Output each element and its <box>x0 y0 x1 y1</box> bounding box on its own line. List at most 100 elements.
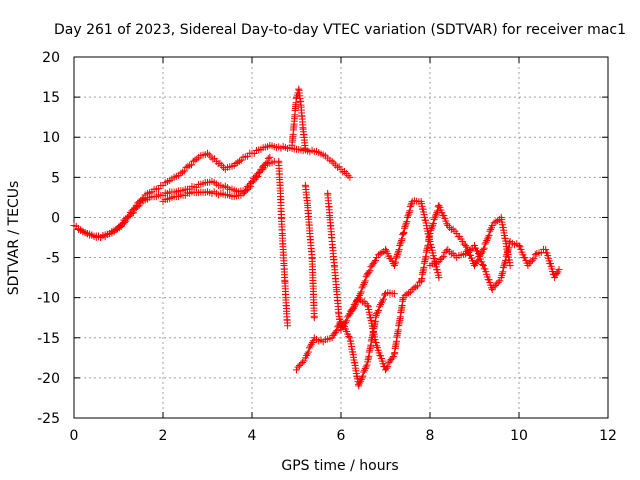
data-point-evening-rise-a <box>370 258 378 266</box>
data-point-night-band <box>505 243 513 251</box>
x-tick-labels: 0 2 4 6 8 10 12 <box>70 428 617 444</box>
data-point-evening-rise-b <box>408 286 416 294</box>
data-point-evening-rise-b <box>349 305 357 313</box>
data-point-evening-rise-a <box>403 218 411 226</box>
data-point-evening-rise-b <box>410 284 418 292</box>
data-point-night-band <box>479 262 487 270</box>
data-point-night-band <box>525 259 533 267</box>
data-point-evening-low <box>356 377 364 385</box>
data-point-evening-rise-b <box>434 207 442 215</box>
data-point-night-band <box>478 261 486 269</box>
data-point-track-a <box>346 173 354 181</box>
y-tick-label: -15 <box>37 331 60 347</box>
data-points <box>70 85 563 390</box>
data-point-night-band <box>438 254 446 262</box>
data-point-evening-rise-b <box>462 242 470 250</box>
data-point-evening-low <box>333 327 341 335</box>
data-point-evening-low <box>390 290 398 298</box>
data-point-evening-low <box>375 306 383 314</box>
data-point-track-c <box>249 174 257 182</box>
data-point-night-band <box>436 256 444 264</box>
data-point-night-band <box>501 260 509 268</box>
data-point-evening-low <box>378 299 386 307</box>
data-point-evening-rise-b <box>341 318 349 326</box>
data-point-evening-rise-a <box>371 257 379 265</box>
data-point-evening-rise-b <box>401 291 409 299</box>
data-point-evening-rise-b <box>429 221 437 229</box>
data-point-evening-low <box>295 362 303 370</box>
data-point-track-a <box>182 163 190 171</box>
data-point-track-c <box>251 173 259 181</box>
data-point-evening-rise-a <box>402 219 410 227</box>
data-point-evening-rise-a <box>359 282 367 290</box>
data-point-evening-low <box>297 360 305 368</box>
data-point-evening-rise-b <box>429 220 437 228</box>
data-point-track-b <box>128 209 136 217</box>
data-point-evening-rise-a <box>395 247 403 255</box>
data-point-evening-rise-a <box>378 249 386 257</box>
data-point-track-b <box>114 225 122 233</box>
data-point-evening-rise-a <box>403 213 411 221</box>
data-point-evening-low <box>305 344 313 352</box>
data-point-evening-rise-a <box>398 235 406 243</box>
data-point-evening-rise-a <box>362 273 370 281</box>
data-point-night-band <box>527 258 535 266</box>
data-point-evening-rise-a <box>366 267 374 275</box>
data-point-track-b <box>115 224 123 232</box>
data-point-evening-low <box>360 368 368 376</box>
y-tick-labels: -25 -20 -15 -10 -5 0 5 10 15 20 <box>37 50 60 427</box>
data-point-night-band <box>441 248 449 256</box>
data-point-evening-rise-a <box>393 251 401 259</box>
data-point-night-band <box>501 258 509 266</box>
data-point-evening-rise-b <box>485 231 493 239</box>
data-point-evening-rise-b <box>414 282 422 290</box>
data-point-track-c <box>242 187 250 195</box>
data-point-evening-rise-b <box>388 354 396 362</box>
data-point-evening-rise-b <box>490 219 498 227</box>
data-point-track-b <box>112 226 120 234</box>
data-point-evening-rise-a <box>396 240 404 248</box>
data-point-evening-rise-b <box>494 217 502 225</box>
data-point-night-band <box>465 246 473 254</box>
data-point-evening-rise-b <box>483 237 491 245</box>
data-point-track-c <box>266 153 274 161</box>
data-point-evening-low <box>359 372 367 380</box>
data-point-evening-low <box>298 358 306 366</box>
data-point-evening-rise-a <box>360 279 368 287</box>
data-point-evening-rise-b <box>353 298 361 306</box>
data-point-track-c <box>255 168 263 176</box>
data-point-track-c <box>264 154 272 162</box>
data-point-evening-rise-a <box>357 288 365 296</box>
data-point-night-band <box>498 270 506 278</box>
data-point-night-band <box>528 256 536 264</box>
data-point-track-a <box>204 149 211 157</box>
data-point-spike-5h <box>301 145 309 153</box>
data-point-track-c <box>241 188 249 196</box>
data-point-evening-rise-a <box>406 203 414 211</box>
x-tick-label: 0 <box>70 428 79 444</box>
data-point-evening-rise-a <box>404 212 412 220</box>
data-point-night-band <box>502 256 510 264</box>
data-point-night-band <box>493 280 501 288</box>
data-point-night-band <box>542 246 550 254</box>
y-tick-label: 0 <box>51 210 60 226</box>
data-point-evening-rise-a <box>361 277 369 285</box>
data-point-track-c <box>261 160 269 168</box>
data-point-evening-rise-a <box>392 258 400 266</box>
x-tick-label: 10 <box>510 428 528 444</box>
data-point-evening-rise-a <box>390 262 398 270</box>
data-point-evening-rise-a <box>374 251 382 259</box>
data-point-evening-rise-a <box>376 250 384 258</box>
data-point-track-a <box>344 172 352 180</box>
data-point-evening-low <box>302 352 310 360</box>
data-point-evening-low <box>361 365 369 373</box>
data-point-track-a <box>234 158 242 166</box>
data-point-evening-rise-a <box>397 238 405 246</box>
data-point-night-band <box>503 250 511 258</box>
data-point-evening-rise-b <box>373 342 381 350</box>
y-axis-label: SDTVAR / TECUs <box>6 181 22 296</box>
data-point-evening-rise-a <box>406 207 414 215</box>
data-point-night-band <box>499 264 507 272</box>
data-point-evening-low <box>376 302 384 310</box>
x-axis-label: GPS time / hours <box>281 458 398 474</box>
